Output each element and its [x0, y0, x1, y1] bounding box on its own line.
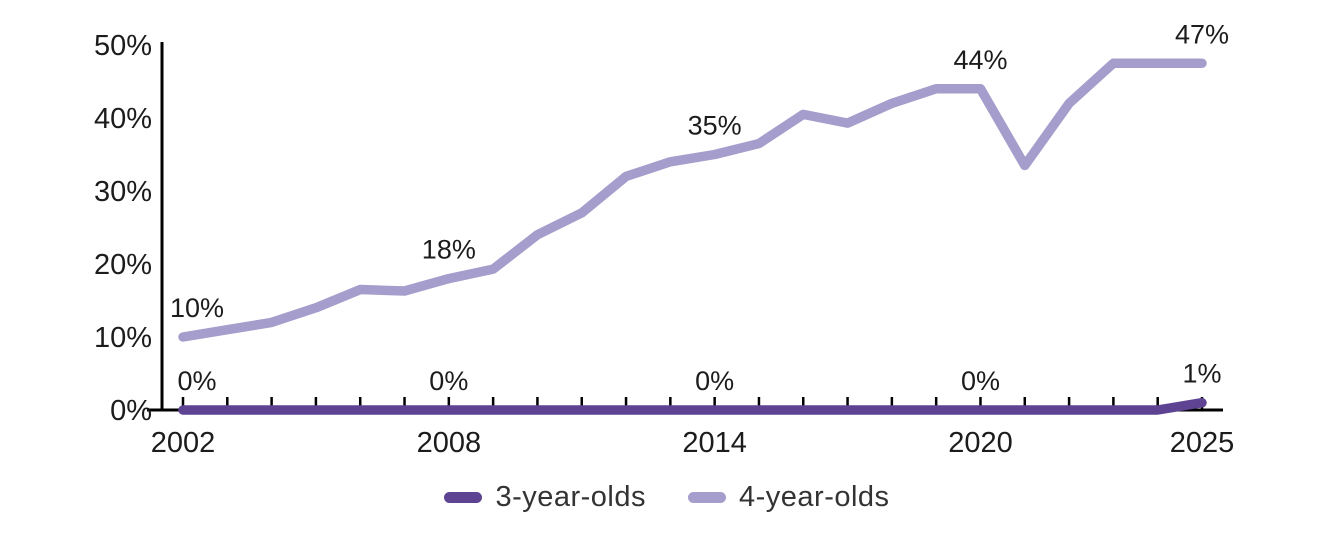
3-year-olds-label-2025: 1% — [1182, 359, 1221, 389]
y-tick-label-20%: 20% — [94, 249, 152, 281]
y-tick-label-0%: 0% — [110, 395, 152, 427]
3-year-olds-label-2020: 0% — [961, 366, 1000, 396]
4-year-olds-label-2002: 10% — [170, 293, 224, 323]
y-tick-label-50%: 50% — [94, 30, 152, 62]
axes — [147, 42, 1223, 412]
legend: 3-year-olds 4-year-olds — [0, 481, 1334, 514]
3-year-olds-label-2014: 0% — [695, 366, 734, 396]
y-axis-labels: 0% 10% 20% 30% 40% 50% — [94, 30, 152, 427]
4-year-olds-label-2014: 35% — [688, 111, 742, 141]
3-year-olds-label-2002: 0% — [177, 366, 216, 396]
series-lines — [178, 58, 1207, 415]
y-tick-label-10%: 10% — [94, 322, 152, 354]
4-year-olds-line — [178, 58, 1207, 342]
legend-swatch-4-year-olds-icon — [688, 492, 726, 503]
legend-swatch-3-year-olds-icon — [444, 492, 483, 503]
x-tick-label-2002: 2002 — [151, 427, 216, 459]
data-point-labels: 10% 18% 35% 44% 47% 0% 0% 0% 0% 1% — [170, 19, 1229, 396]
y-tick-label-30%: 30% — [94, 176, 152, 208]
4-year-olds-label-2025: 47% — [1175, 19, 1229, 49]
x-tick-label-2020: 2020 — [948, 427, 1013, 459]
4-year-olds-label-2020: 44% — [953, 45, 1007, 75]
x-tick-label-2014: 2014 — [682, 427, 747, 459]
x-tick-label-2008: 2008 — [417, 427, 482, 459]
3-year-olds-line — [178, 397, 1207, 415]
3-year-olds-label-2008: 0% — [429, 366, 468, 396]
4-year-olds-label-2008: 18% — [422, 235, 476, 265]
legend-label-4-year-olds: 4-year-olds — [739, 481, 890, 513]
legend-label-3-year-olds: 3-year-olds — [495, 481, 646, 513]
legend-item-3-year-olds: 3-year-olds — [444, 481, 646, 514]
x-axis-labels: 2002 2008 2014 2020 2025 — [151, 427, 1235, 459]
y-tick-label-40%: 40% — [94, 103, 152, 135]
legend-item-4-year-olds: 4-year-olds — [688, 481, 890, 514]
x-tick-label-2025: 2025 — [1170, 427, 1235, 459]
